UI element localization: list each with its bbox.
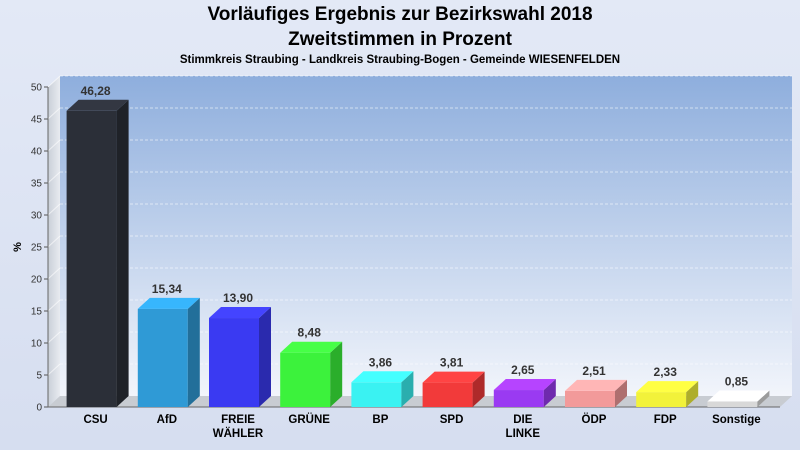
bar-value-label: 13,90 [223,291,253,305]
bar [707,401,758,407]
x-category-label: CSU [83,414,107,426]
y-tick-label: 50 [31,83,43,94]
bar-side [116,99,129,408]
bar-top [209,307,271,319]
chart-subtitle: Zweitstimmen in Prozent [288,29,512,50]
bar [137,308,188,407]
bar [636,392,687,407]
bar-top [66,99,129,111]
bar [493,390,544,407]
bar-value-label: 3,86 [369,355,393,369]
bar-value-label: 0,85 [725,375,749,389]
bar-top [636,381,699,393]
gridline-side [47,331,61,344]
bar-value-label: 8,48 [298,326,322,340]
bar-value-label: 2,51 [582,364,606,378]
x-category-label: FDP [654,414,677,426]
bar-side [757,390,770,407]
y-tick-label: 45 [31,115,43,126]
chart-location: Stimmkreis Straubing - Landkreis Straubi… [179,54,621,66]
bar-side [187,297,200,407]
gridline-side [47,363,61,376]
gridline-side [47,107,61,120]
bar [66,110,117,408]
gridline-side [47,299,61,312]
x-category-label: DIE LINKE [506,414,541,440]
y-tick-label: 5 [36,371,42,382]
bar-value-label: 3,81 [440,356,464,370]
y-tick-label: 0 [36,403,42,414]
bar-side [615,379,627,407]
x-category-label: SPD [440,414,464,426]
y-tick-label: 40 [31,147,43,158]
x-category-label: ÖDP [582,413,607,426]
bar [565,390,615,407]
y-tick-label: 35 [31,179,43,190]
x-category-label: GRÜNE [288,413,330,426]
bar-side [472,371,485,407]
x-category-label: Sonstige [712,414,761,426]
bar-side [401,371,414,407]
bar-top [707,390,770,402]
y-tick-label: 30 [31,211,43,222]
bar [209,318,259,407]
gridline-side [47,235,61,248]
y-tick-label: 20 [31,275,43,286]
y-tick-label: 25 [31,243,43,254]
gridline-side [47,75,61,88]
bar [280,352,331,407]
bar-top [422,371,485,383]
bar-side [543,379,556,407]
chart-title: Vorläufiges Ergebnis zur Bezirkswahl 201… [207,4,593,25]
bar-side [259,307,271,407]
y-axis-label: % [12,242,24,252]
y-tick-label: 10 [31,339,43,350]
bar-top [137,297,200,309]
bar-value-label: 2,33 [654,365,678,379]
bar-top [565,379,627,391]
bar-side [330,341,343,407]
bar-top [493,379,556,391]
bar-value-label: 15,34 [152,282,182,296]
bar-top [351,371,414,383]
gridline-side [47,139,61,152]
bar-value-label: 2,65 [511,363,535,377]
bar-value-label: 46,28 [81,84,111,98]
x-category-label: FREIE WÄHLER [213,414,264,440]
gridline-side [47,203,61,216]
bar [422,382,473,407]
x-category-label: AfD [157,414,177,426]
bar-side [686,381,699,407]
gridline-side [47,171,61,184]
bar-top [280,341,343,353]
x-category-label: BP [372,414,388,426]
y-tick-label: 15 [31,307,43,318]
bar [351,382,402,407]
gridline-side [47,267,61,280]
